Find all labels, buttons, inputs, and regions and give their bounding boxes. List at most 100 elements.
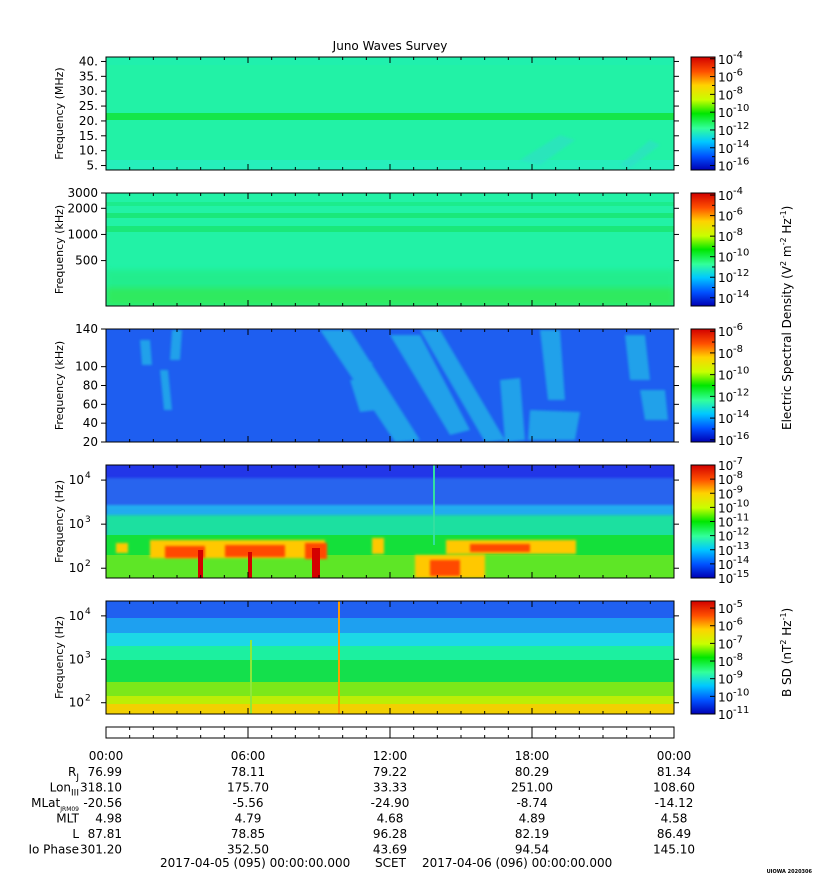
ephemeris-value: -14.12 [655,796,694,810]
panel-4-ytick-label: 10 [69,473,84,487]
ephemeris-value: 318.10 [80,781,122,795]
ephemeris-label: MLT [56,812,79,826]
panel-3-ytick-label: 40 [83,416,98,430]
colorbar-2-tick-exp: -12 [733,268,749,279]
colorbar-5-tick-label: 10 [718,620,733,634]
ephemeris-value: 145.10 [653,843,695,857]
panel-4-ytick-exp: 3 [85,515,91,525]
panel-1-ytick-label: 40. [79,54,98,68]
colorbar-5 [690,600,716,715]
colorbar-4-tick-exp: -8 [733,470,743,481]
colorbar-2-tick-label: 10 [718,271,733,285]
panel-1-ytick-label: 35. [79,69,98,83]
panel-4-ytick-label: 10 [69,561,84,575]
colorbar-4-tick-label: 10 [718,487,733,501]
colorbar-1-tick-label: 10 [718,160,733,174]
ephemeris-value: 4.89 [519,812,546,826]
colorbar-5-tick-exp: -8 [733,652,743,663]
ephemeris-value: 33.33 [373,781,407,795]
colorbar-4-tick-label: 10 [718,572,733,586]
colorbar-5-tick-label: 10 [718,673,733,687]
ephemeris-label: RJ [68,765,79,783]
colorbar-5-tick-exp: -9 [733,670,743,681]
colorbar-2-tick-exp: -10 [733,248,749,259]
colorbar-3-tick-exp: -6 [733,322,743,333]
ephemeris-label-text: MLat [31,796,60,810]
colorbar-1-tick-exp: -8 [733,85,743,96]
colorbar-5-tick-label: 10 [718,655,733,669]
colorbar-5-tick-exp: -7 [733,634,743,645]
time-tick-label: 00:00 [657,749,692,763]
ephemeris-label-sub: J [75,773,79,783]
ephemeris-value: 81.34 [657,765,691,779]
stamp-label: UIOWA 2020306 [767,869,813,875]
colorbar-3-tick-label: 10 [718,325,733,339]
ephemeris-value: 78.85 [231,827,265,841]
colorbar-1-tick-label: 10 [718,124,733,138]
ephemeris-value: -20.56 [83,796,122,810]
panel-5-ytick-label: 10 [69,696,84,710]
panel-4-ytick-label: 10 [69,517,84,531]
time-tick-label: 00:00 [89,749,124,763]
panel-5-ytick-label: 10 [69,609,84,623]
panel-2-ytick-label: 1000 [67,227,98,241]
colorbar-4-tick-label: 10 [718,459,733,473]
panel-5-ylabel: Frequency (Hz) [53,616,66,699]
ephemeris-value: -24.90 [371,796,410,810]
ephemeris-label: Io Phase [28,843,79,857]
ephemeris-value: 96.28 [373,827,407,841]
panel-4-ytick-exp: 4 [85,471,91,481]
colorbar-2-tick-label: 10 [718,210,733,224]
colorbar-5-tick-exp: -11 [733,705,749,716]
colorbar-5-tick-exp: -5 [733,599,743,610]
panel-1-ytick-label: 30. [79,84,98,98]
panel-1-ytick-label: 20. [79,114,98,128]
time-tick-label: 12:00 [373,749,408,763]
panel-1-ytick-label: 25. [79,99,98,113]
footer-start-time: 2017-04-05 (095) 00:00:00.000 [160,856,350,870]
colorbar-1-tick-label: 10 [718,142,733,156]
ephemeris-value: 108.60 [653,781,695,795]
ephemeris-label-text: Lon [50,781,71,795]
colorbar-2-tick-exp: -6 [733,207,743,218]
panel-3-ytick-label: 100 [75,360,98,374]
colorbar-3-tick-label: 10 [718,412,733,426]
colorbar-4-tick-exp: -9 [733,484,743,495]
colorbar-1-tick-exp: -10 [733,103,749,114]
panel-1-ylabel: Frequency (MHz) [53,67,66,159]
ephemeris-label: MLatJRM09 [31,796,79,813]
panel-2-ytick-label: 2000 [67,201,98,215]
colorbar-5-tick-label: 10 [718,637,733,651]
colorbar-4-tick-exp: -14 [733,555,749,566]
colorbar-1-tick-label: 10 [718,88,733,102]
panel-3-ylabel: Frequency (kHz) [53,341,66,430]
ephemeris-value: 86.49 [657,827,691,841]
colorbar-1-tick-exp: -4 [733,50,743,61]
ephemeris-value: 79.22 [373,765,407,779]
panel-5-spectrogram [106,601,674,714]
ephemeris-label-sub: III [71,789,79,799]
panel-2-ytick-label: 3000 [67,186,98,200]
panel-5-ytick-label: 10 [69,652,84,666]
colorbar-3-tick-exp: -12 [733,387,749,398]
panel-3-ytick-label: 20 [83,435,98,449]
colorbar-4-tick-exp: -10 [733,498,749,509]
ephemeris-table: RJ 76.99 78.11 79.22 80.29 81.34 LonIII 318.10 1… [28,765,695,857]
panel-2-spectrogram [106,193,674,306]
colorbar-3-tick-exp: -16 [733,431,749,442]
panel-4-ylabel: Frequency (Hz) [53,480,66,563]
colorbar-3-tick-label: 10 [718,347,733,361]
colorbar-2 [690,192,716,307]
figure-title: Juno Waves Survey [332,39,448,53]
colorbar-3-tick-exp: -10 [733,366,749,377]
colorbar-2-tick-exp: -14 [733,289,749,300]
colorbar-4-tick-label: 10 [718,558,733,572]
ephemeris-value: 76.99 [88,765,122,779]
ephemeris-value: -8.74 [516,796,547,810]
colorbar-2-tick-label: 10 [718,230,733,244]
colorbar-2-tick-exp: -4 [733,186,743,197]
ephemeris-value: 87.81 [88,827,122,841]
colorbar-3-tick-exp: -14 [733,409,749,420]
colorbar-1-tick-exp: -14 [733,139,749,150]
time-axis: 00:00 06:00 12:00 18:00 00:00 [89,727,692,763]
